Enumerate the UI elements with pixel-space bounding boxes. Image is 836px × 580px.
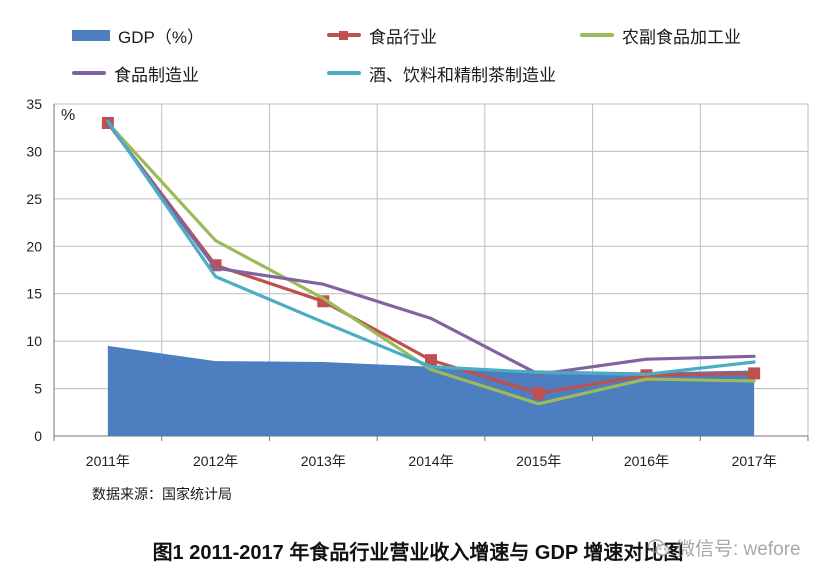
x-tick-label: 2015年 bbox=[516, 453, 561, 469]
legend-label-gdp: GDP（%） bbox=[118, 27, 204, 47]
y-tick-label: 30 bbox=[26, 143, 42, 159]
x-tick-label: 2017年 bbox=[732, 453, 777, 469]
series-line-4 bbox=[106, 119, 756, 376]
legend-label-food-manufacturing: 食品制造业 bbox=[114, 65, 199, 85]
legend-swatch-gdp bbox=[72, 29, 110, 41]
legend-swatch-food-industry bbox=[327, 30, 361, 40]
watermark-text: 微信号: wefore bbox=[676, 539, 801, 560]
data-source-note: 数据来源：国家统计局 bbox=[92, 486, 232, 502]
x-tick-label: 2013年 bbox=[301, 453, 346, 469]
data-point-marker bbox=[532, 387, 545, 400]
y-tick-label: 15 bbox=[26, 286, 42, 302]
series-line-3 bbox=[106, 121, 756, 376]
line-chart: 0 5 10 15 20 25 30 35% 2011年 2012年 2013年 2014年 2015年… bbox=[26, 96, 809, 469]
legend-swatch-beverage bbox=[327, 71, 361, 75]
series-line-1 bbox=[106, 121, 756, 395]
x-tick-label: 2016年 bbox=[624, 453, 669, 469]
series-area-gdp bbox=[107, 345, 755, 436]
figure-caption: 图1 2011-2017 年食品行业营业收入增速与 GDP 增速对比图 bbox=[152, 542, 684, 564]
data-point-marker bbox=[425, 354, 437, 367]
y-tick-label: 25 bbox=[26, 191, 42, 207]
legend-label-food-industry: 食品行业 bbox=[369, 27, 437, 47]
legend-swatch-agri-processing bbox=[580, 33, 614, 37]
y-tick-label: 35 bbox=[26, 96, 42, 112]
y-tick-label: 20 bbox=[26, 238, 42, 254]
legend-item-beverage: 酒、饮料和精制茶制造业 bbox=[327, 62, 556, 85]
y-tick-label: 10 bbox=[26, 333, 42, 349]
legend-item-food-industry: 食品行业 bbox=[327, 24, 437, 47]
y-axis-unit-label: % bbox=[61, 107, 75, 124]
wechat-icon bbox=[648, 538, 670, 556]
y-tick-label: 5 bbox=[34, 381, 42, 397]
x-tick-label: 2011年 bbox=[86, 453, 130, 469]
y-tick-label: 0 bbox=[34, 428, 42, 444]
data-point-marker bbox=[748, 367, 761, 380]
legend-swatch-food-manufacturing bbox=[72, 71, 106, 75]
legend-item-food-manufacturing: 食品制造业 bbox=[72, 62, 199, 85]
legend-item-agri-processing: 农副食品加工业 bbox=[580, 24, 741, 47]
series-line-2 bbox=[106, 121, 756, 406]
x-tick-label: 2014年 bbox=[408, 453, 453, 469]
legend-item-gdp: GDP（%） bbox=[72, 24, 204, 47]
legend-label-beverage: 酒、饮料和精制茶制造业 bbox=[369, 65, 556, 85]
legend-label-agri-processing: 农副食品加工业 bbox=[622, 27, 741, 47]
watermark: 微信号: wefore bbox=[648, 534, 801, 561]
square-marker-icon bbox=[339, 30, 348, 40]
x-tick-label: 2012年 bbox=[193, 453, 238, 469]
